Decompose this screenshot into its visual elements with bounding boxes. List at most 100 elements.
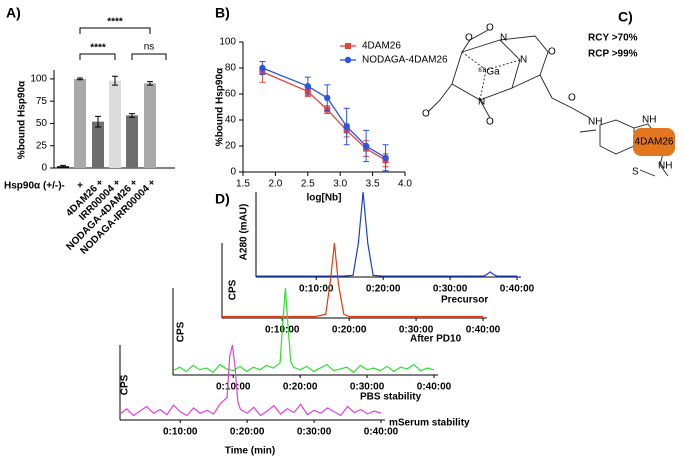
panel-label: B) xyxy=(215,5,230,21)
x-tick-label: 0:20:00 xyxy=(283,382,318,393)
y-tick-label: 20 xyxy=(225,141,237,152)
x-tick-label: 0:30:00 xyxy=(399,325,434,336)
trace-label: PBS stability xyxy=(360,392,422,403)
atom: N xyxy=(500,33,507,44)
row-label: Hsp90α (+/-) xyxy=(4,181,62,192)
atom: O xyxy=(548,47,556,58)
x-tick-label: - xyxy=(61,181,64,192)
trace-line xyxy=(119,344,382,417)
error-bar xyxy=(95,115,101,128)
y-tick-label: 25 xyxy=(36,140,48,151)
x-axis-label: Time (min) xyxy=(225,446,275,457)
x-tick-label: 2.0 xyxy=(268,179,282,190)
error-bar xyxy=(129,113,135,118)
x-tick-label: 3.0 xyxy=(333,179,347,190)
y-axis-label: CPS xyxy=(176,321,187,342)
atom: O xyxy=(568,93,576,104)
x-tick-label: 0:40:00 xyxy=(417,382,452,393)
y-tick-label: 50 xyxy=(36,118,48,129)
legend-marker xyxy=(344,56,352,64)
y-axis-label: %bound Hsp90α xyxy=(17,80,28,159)
bar xyxy=(126,115,138,168)
y-tick-label: 75 xyxy=(36,96,48,107)
panel-label: A) xyxy=(6,5,21,21)
trace-label: mSerum stability xyxy=(389,418,470,429)
y-tick-label: 0 xyxy=(230,167,236,178)
error-bar xyxy=(112,75,118,86)
point xyxy=(343,123,350,130)
x-tick-label: 0:40:00 xyxy=(500,284,535,295)
molecule-labels: RCY >70% RCP >99% 4DAM26 N N N O O O O O… xyxy=(422,23,674,178)
x-tick-label: 0:30:00 xyxy=(433,284,468,295)
x-tick-label: 0:20:00 xyxy=(230,427,265,438)
atom: NH xyxy=(658,161,672,172)
atom: S xyxy=(632,167,639,178)
error-bar xyxy=(60,164,66,168)
atom: O xyxy=(486,23,494,34)
y-axis-label: A280 (mAU) xyxy=(239,204,250,261)
y-tick-label: 80 xyxy=(225,63,237,74)
error-bar xyxy=(77,77,83,81)
y-axis-label: CPS xyxy=(228,279,239,300)
y-tick-label: 0 xyxy=(41,163,47,174)
legend-label: 4DAM26 xyxy=(362,41,401,52)
x-tick-label: 0:10:00 xyxy=(216,382,251,393)
y-axis-label: CPS xyxy=(120,374,131,395)
y-tick-label: 100 xyxy=(30,74,47,85)
bar xyxy=(109,80,121,168)
significance-brackets xyxy=(79,27,167,60)
panel-label: C) xyxy=(618,9,633,25)
point xyxy=(259,64,266,72)
x-tick-label: 0:20:00 xyxy=(366,284,401,295)
x-tick-label: 2.5 xyxy=(301,179,315,190)
bar xyxy=(92,121,104,168)
panel-label: D) xyxy=(215,191,230,207)
x-tick-label: + xyxy=(77,181,83,192)
y-tick-label: 60 xyxy=(225,89,237,100)
fit-line xyxy=(262,67,386,159)
y-tick-label: 100 xyxy=(219,37,236,48)
legend-marker xyxy=(345,43,351,49)
fit-line xyxy=(262,71,386,161)
legend-label: NODAGA-4DAM26 xyxy=(362,55,448,66)
x-tick-label: 1.5 xyxy=(236,179,250,190)
x-tick-label: 0:40:00 xyxy=(466,325,501,336)
x-tick-label: 0:10:00 xyxy=(299,284,334,295)
annotation: ns xyxy=(144,42,155,53)
atom: O xyxy=(465,33,473,44)
atom: N xyxy=(478,97,485,108)
atom: ⁶⁸Ga xyxy=(478,67,500,78)
atom: N xyxy=(520,55,527,66)
trace-label: After PD10 xyxy=(410,334,462,345)
x-tick-label: 0:20:00 xyxy=(332,325,367,336)
error-bar xyxy=(147,81,153,86)
atom: O xyxy=(486,117,494,128)
point xyxy=(362,142,370,150)
bar xyxy=(144,83,156,168)
atom: O xyxy=(422,109,430,120)
point xyxy=(304,83,311,90)
atom: NH xyxy=(642,115,656,126)
trace-label: Precursor xyxy=(441,295,488,306)
x-tick-label: 0:30:00 xyxy=(350,382,385,393)
x-tick-label: 3.5 xyxy=(366,179,380,190)
annotation: **** xyxy=(107,17,123,28)
peptide-label: 4DAM26 xyxy=(635,137,674,148)
atom: NH xyxy=(588,117,602,128)
x-axis-label: log[Nb] xyxy=(307,193,342,204)
x-tick-label: 0:30:00 xyxy=(297,427,332,438)
annotation: **** xyxy=(90,43,106,54)
point xyxy=(324,94,331,102)
x-tick-label: 0:10:00 xyxy=(163,427,198,438)
peptide-box xyxy=(633,128,675,156)
trace-line xyxy=(172,287,435,374)
x-tick-label: 0:40:00 xyxy=(364,427,399,438)
y-axis-label: %bound Hsp90α xyxy=(215,67,226,146)
y-tick-label: 40 xyxy=(225,115,237,126)
rcp: RCP >99% xyxy=(588,49,638,60)
x-tick-label: 4.0 xyxy=(398,179,412,190)
point xyxy=(382,154,389,161)
bar xyxy=(74,78,86,168)
rcy: RCY >70% xyxy=(588,33,638,44)
